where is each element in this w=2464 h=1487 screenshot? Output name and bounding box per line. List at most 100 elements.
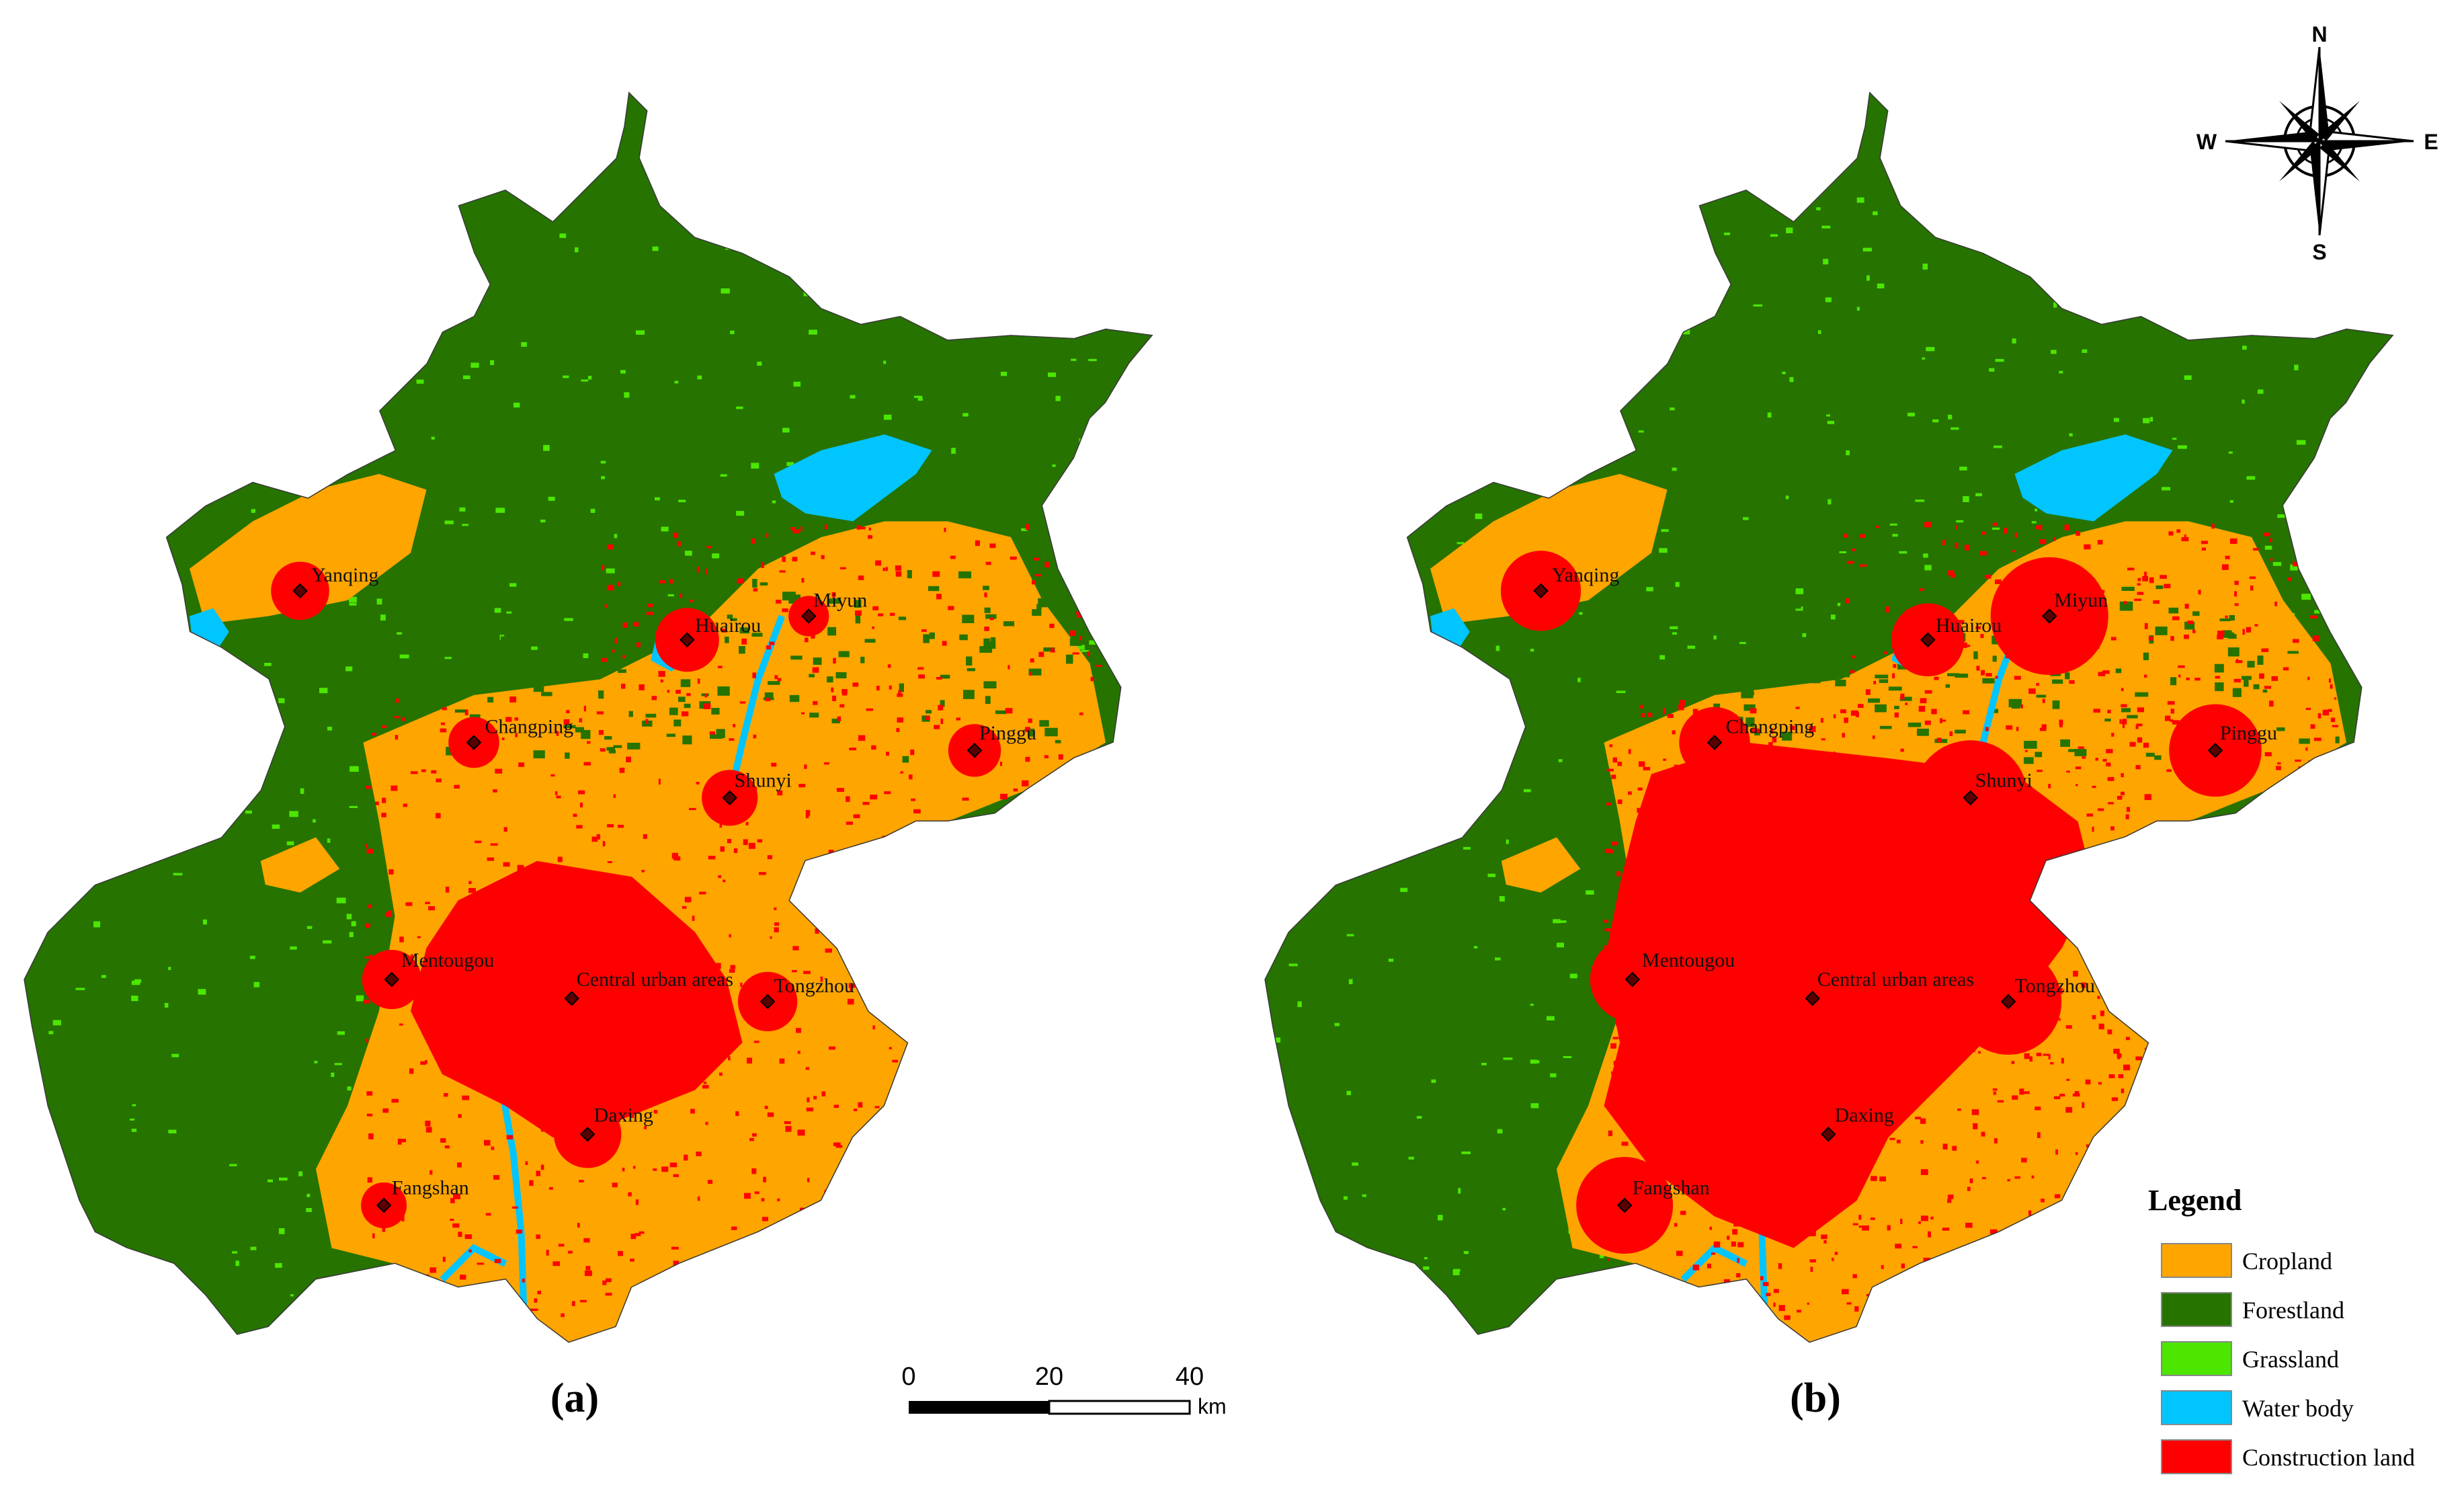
construction-patch bbox=[429, 1267, 437, 1273]
construction-patch bbox=[2082, 756, 2086, 759]
construction-patch bbox=[417, 936, 421, 938]
forest-patch bbox=[1850, 574, 1855, 580]
construction-patch bbox=[622, 655, 626, 659]
construction-patch bbox=[2123, 1064, 2131, 1071]
construction-patch bbox=[657, 930, 665, 936]
place-central-urban-areas: Central urban areas bbox=[1805, 968, 1974, 1006]
grassland-patch bbox=[1633, 358, 1641, 362]
construction-patch bbox=[2023, 1091, 2030, 1094]
grassland-patch bbox=[432, 338, 436, 344]
construction-patch bbox=[721, 629, 727, 633]
grassland-patch bbox=[883, 360, 887, 364]
construction-patch bbox=[2252, 1191, 2255, 1195]
grassland-patch bbox=[1437, 333, 1442, 336]
construction-patch bbox=[1648, 940, 1654, 944]
scale-bar: 0 20 40 km bbox=[901, 1363, 1226, 1418]
construction-patch bbox=[1905, 840, 1907, 843]
construction-patch bbox=[860, 1303, 867, 1307]
construction-patch bbox=[1762, 1282, 1769, 1287]
construction-patch bbox=[1987, 842, 1992, 847]
grassland-patch bbox=[250, 1246, 257, 1250]
construction-patch bbox=[1643, 766, 1651, 770]
forest-patch bbox=[684, 703, 691, 709]
forest-patch bbox=[983, 586, 989, 590]
construction-patch bbox=[2297, 792, 2304, 795]
construction-patch bbox=[1025, 524, 1030, 530]
construction-patch bbox=[1731, 1069, 1737, 1072]
forest-patch bbox=[860, 656, 865, 664]
grassland-patch bbox=[190, 771, 198, 775]
forest-patch bbox=[1756, 625, 1768, 633]
construction-patch bbox=[921, 1304, 924, 1310]
construction-patch bbox=[860, 965, 866, 971]
construction-patch bbox=[436, 778, 442, 782]
construction-patch bbox=[2082, 936, 2086, 940]
construction-patch bbox=[870, 795, 878, 800]
construction-patch bbox=[2281, 1105, 2288, 1109]
forest-patch bbox=[1835, 573, 1846, 582]
construction-patch bbox=[858, 526, 866, 530]
construction-patch bbox=[2303, 1154, 2307, 1159]
construction-patch bbox=[1735, 787, 1739, 791]
construction-patch bbox=[1985, 575, 1991, 579]
construction-patch bbox=[2061, 1057, 2064, 1063]
construction-patch bbox=[1663, 758, 1666, 761]
construction-patch bbox=[1860, 818, 1866, 823]
construction-patch bbox=[1936, 933, 1939, 936]
construction-patch bbox=[1790, 725, 1795, 730]
construction-patch bbox=[2098, 1082, 2102, 1085]
construction-patch bbox=[878, 979, 882, 982]
place-daxing: Daxing bbox=[1820, 1104, 1894, 1142]
grassland-patch bbox=[1659, 548, 1668, 553]
construction-patch bbox=[442, 707, 447, 711]
construction-patch bbox=[1879, 1176, 1886, 1182]
construction-patch bbox=[1817, 1216, 1822, 1221]
grassland-patch bbox=[464, 186, 470, 191]
construction-patch bbox=[2299, 534, 2305, 538]
construction-patch bbox=[2242, 629, 2245, 635]
grassland-patch bbox=[159, 458, 166, 461]
construction-patch bbox=[1890, 986, 1894, 992]
construction-patch bbox=[2106, 749, 2113, 754]
construction-patch bbox=[2109, 959, 2116, 963]
forest-patch bbox=[958, 571, 972, 579]
construction-patch bbox=[813, 1096, 817, 1100]
place-label: Shunyi bbox=[1975, 769, 2032, 791]
grassland-patch bbox=[1922, 264, 1928, 270]
construction-patch bbox=[2042, 698, 2045, 703]
construction-patch bbox=[1848, 1127, 1852, 1130]
place-label: Central urban areas bbox=[1817, 968, 1974, 990]
grassland-patch bbox=[1438, 1215, 1443, 1221]
construction-patch bbox=[1664, 1083, 1671, 1089]
construction-patch bbox=[823, 928, 827, 935]
grassland-patch bbox=[1408, 705, 1416, 708]
construction-patch bbox=[1793, 973, 1797, 977]
construction-patch bbox=[1858, 850, 1866, 856]
construction-patch bbox=[1783, 999, 1788, 1004]
construction-patch bbox=[1947, 1199, 1952, 1203]
construction-patch bbox=[1981, 1131, 1985, 1137]
construction-patch bbox=[692, 916, 695, 921]
grassland-patch bbox=[298, 1171, 303, 1176]
construction-patch bbox=[1851, 1176, 1854, 1180]
construction-patch bbox=[1975, 626, 1981, 629]
scale-tick-0: 0 bbox=[901, 1363, 915, 1391]
construction-patch bbox=[477, 1262, 484, 1265]
construction-patch bbox=[2135, 725, 2139, 729]
construction-patch bbox=[614, 637, 618, 644]
construction-patch bbox=[2129, 944, 2133, 949]
construction-patch bbox=[579, 1157, 583, 1162]
grassland-patch bbox=[1273, 1226, 1278, 1230]
forest-patch bbox=[645, 713, 657, 718]
construction-patch bbox=[2086, 1144, 2090, 1148]
forest-patch bbox=[1973, 651, 1978, 659]
construction-patch bbox=[1834, 1092, 1840, 1098]
construction-patch bbox=[1858, 1225, 1862, 1228]
construction-patch bbox=[1981, 1176, 1986, 1180]
construction-patch bbox=[2077, 923, 2081, 927]
construction-patch bbox=[703, 1082, 707, 1084]
construction-patch bbox=[2268, 1023, 2274, 1028]
construction-patch bbox=[1044, 1278, 1050, 1284]
legend-item-forestland: Forestland bbox=[2161, 1292, 2344, 1327]
grassland-patch bbox=[1992, 527, 2000, 530]
